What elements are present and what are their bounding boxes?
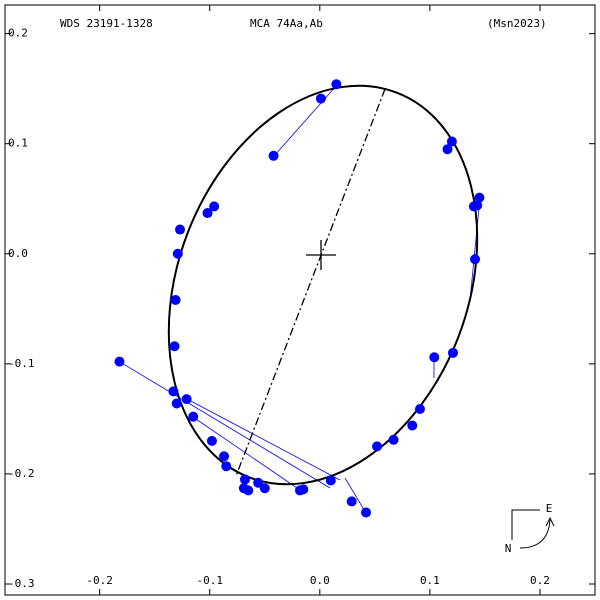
chart-title: WDS 23191-1328 [60,17,153,30]
point [331,79,342,90]
point [188,411,199,422]
residual [469,197,481,301]
compass-north: N [505,542,512,555]
point [181,394,192,405]
reference: (Msn2023) [487,17,547,30]
point [268,150,279,161]
point [372,441,383,452]
point [474,192,485,203]
point [346,496,357,507]
point [429,352,440,363]
point [209,201,220,212]
x-tick-label: 0.0 [310,574,330,587]
point [169,341,180,352]
point [171,398,182,409]
compass-east: E [546,502,553,515]
point [239,474,250,485]
point [202,208,213,219]
point [206,435,217,446]
compass [511,509,555,549]
point [446,136,457,147]
y-tick-label: 0.1 [8,137,28,150]
frame [4,4,596,596]
x-tick-label: -0.2 [86,574,113,587]
point [442,144,453,155]
point [243,485,254,496]
point [259,483,270,494]
point [175,224,186,235]
point [472,200,483,211]
x-tick-label: 0.2 [530,574,550,587]
x-tick-label: 0.1 [420,574,440,587]
chart-subtitle: MCA 74Aa,Ab [250,17,323,30]
y-tick-label: 0.2 [8,27,28,40]
point [315,93,326,104]
residual [186,398,341,481]
point [470,254,481,265]
point [253,477,264,488]
residual [192,416,301,491]
point [295,485,305,496]
residual [119,361,331,489]
point [168,386,179,397]
y-tick-label: -0.3 [8,577,35,590]
line-of-apsides [235,88,386,477]
y-tick-label: -0.2 [8,467,35,480]
point [448,347,459,358]
point [170,295,181,305]
point [407,420,418,431]
orbit [167,84,479,486]
point [325,475,336,486]
point [221,461,232,472]
x-tick-label: -0.1 [196,574,223,587]
y-tick-label: -0.1 [8,357,35,370]
point [388,434,399,445]
residual [273,84,338,157]
point [414,403,425,414]
point [114,356,125,367]
point [219,451,230,462]
residual-lines [119,84,481,514]
point [172,248,183,259]
y-tick-label: 0.0 [8,247,28,260]
point [361,507,372,518]
residual [344,477,367,514]
primary-star [306,240,336,270]
